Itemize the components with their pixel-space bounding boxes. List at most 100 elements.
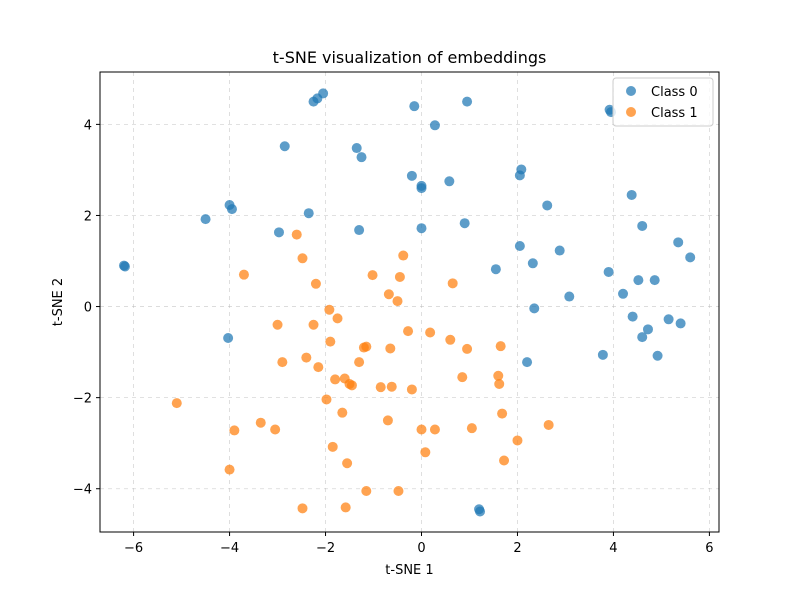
point-class-1 [367, 270, 378, 281]
point-class-1 [229, 425, 240, 436]
x-tick-label: 6 [705, 541, 713, 556]
point-class-1 [445, 334, 456, 345]
point-class-1 [297, 503, 308, 514]
point-class-0 [416, 223, 427, 234]
point-class-0 [652, 350, 663, 361]
point-class-1 [321, 394, 332, 405]
point-class-1 [512, 435, 523, 446]
y-tick-label: 0 [84, 301, 92, 316]
x-tick-label: 0 [417, 541, 425, 556]
point-class-1 [361, 486, 372, 497]
point-class-1 [420, 447, 431, 458]
point-class-0 [416, 183, 427, 194]
point-class-1 [406, 384, 417, 395]
point-class-0 [663, 314, 674, 325]
x-tick-label: 2 [513, 541, 521, 556]
legend-label: Class 1 [651, 106, 698, 121]
x-tick-label: −6 [124, 541, 143, 556]
point-class-0 [649, 275, 660, 286]
point-class-0 [627, 311, 638, 322]
point-class-0 [626, 189, 637, 200]
legend-label: Class 0 [651, 85, 698, 100]
point-class-1 [297, 253, 308, 264]
point-class-0 [564, 291, 575, 302]
point-class-1 [324, 304, 335, 315]
point-class-0 [429, 120, 440, 131]
point-class-1 [375, 382, 386, 393]
point-class-0 [516, 164, 527, 175]
point-class-1 [325, 336, 336, 347]
point-class-0 [226, 204, 237, 215]
point-class-0 [685, 252, 696, 263]
x-tick-label: 4 [609, 541, 617, 556]
point-class-0 [318, 88, 329, 99]
point-class-0 [459, 218, 470, 229]
point-class-1 [493, 370, 504, 381]
point-class-1 [340, 502, 351, 513]
point-class-0 [279, 141, 290, 152]
point-class-0 [119, 261, 130, 272]
point-class-1 [308, 319, 319, 330]
point-class-0 [356, 152, 367, 163]
point-class-0 [597, 349, 608, 360]
point-class-1 [291, 229, 302, 240]
point-class-1 [392, 296, 403, 307]
point-class-0 [475, 506, 486, 517]
legend-marker [626, 86, 636, 96]
legend: Class 0 Class 1 [612, 77, 714, 127]
point-class-1 [270, 424, 281, 435]
point-class-1 [499, 455, 510, 466]
point-class-1 [327, 441, 338, 452]
point-class-0 [522, 357, 533, 368]
point-class-1 [425, 327, 436, 338]
point-class-1 [494, 378, 505, 389]
point-class-1 [386, 381, 397, 392]
chart-title: t-SNE visualization of embeddings [273, 48, 547, 67]
y-tick-label: −4 [73, 483, 92, 498]
point-class-0 [675, 318, 686, 329]
point-class-1 [330, 374, 341, 385]
point-class-0 [529, 303, 540, 314]
point-class-1 [466, 423, 477, 434]
point-class-1 [171, 398, 182, 409]
point-class-0 [490, 264, 501, 275]
point-class-1 [497, 408, 508, 419]
point-class-1 [342, 458, 353, 469]
point-class-1 [385, 343, 396, 354]
point-class-1 [462, 343, 473, 354]
point-class-0 [637, 220, 648, 231]
point-class-0 [542, 200, 553, 211]
point-class-0 [406, 170, 417, 181]
x-tick-label: −2 [316, 541, 335, 556]
y-axis-label: t-SNE 2 [51, 278, 66, 326]
point-class-1 [457, 372, 468, 383]
point-class-1 [394, 271, 405, 282]
point-class-0 [633, 275, 644, 286]
point-class-1 [383, 289, 394, 300]
data-points [118, 88, 696, 517]
point-class-1 [301, 352, 312, 363]
y-tick-label: 4 [84, 118, 92, 133]
point-class-1 [313, 362, 324, 373]
point-class-1 [429, 424, 440, 435]
point-class-1 [238, 269, 249, 280]
point-class-1 [393, 486, 404, 497]
point-class-1 [398, 250, 409, 261]
y-tick-label: 2 [84, 209, 92, 224]
point-class-1 [354, 357, 365, 368]
point-class-0 [351, 143, 362, 154]
point-class-1 [495, 341, 506, 352]
point-class-1 [416, 424, 427, 435]
point-class-0 [354, 225, 365, 236]
point-class-1 [310, 278, 321, 289]
point-class-1 [332, 313, 343, 324]
point-class-0 [273, 227, 284, 238]
point-class-1 [382, 415, 393, 426]
point-class-1 [277, 357, 288, 368]
legend-box [612, 77, 714, 127]
point-class-0 [554, 245, 565, 256]
x-tick-label: −4 [220, 541, 239, 556]
point-class-0 [673, 237, 684, 248]
point-class-0 [618, 288, 629, 299]
point-class-1 [255, 417, 266, 428]
